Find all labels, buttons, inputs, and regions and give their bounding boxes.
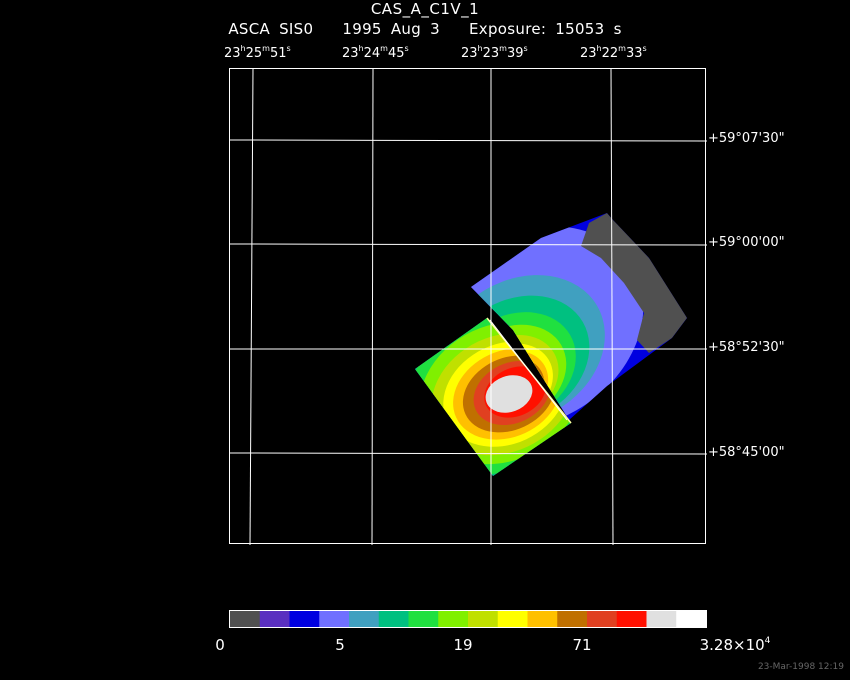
colorbar-label-0: 0: [215, 636, 225, 654]
colorbar-swatch: [289, 611, 320, 627]
colorbar-swatch: [587, 611, 618, 627]
instrument-label: ASCA SIS0: [228, 20, 314, 38]
coordinate-grid: [229, 68, 707, 545]
dec-label-1: +59°00'00": [708, 235, 785, 250]
ra-label-0: 23h25m51s: [224, 44, 291, 61]
dec-label-2: +58°52'30": [708, 340, 785, 355]
exposure-label: Exposure: 15053 s: [469, 20, 622, 38]
colorbar-label-1: 5: [335, 636, 345, 654]
colorbar-swatch: [676, 611, 707, 627]
timestamp-footer: 23-Mar-1998 12:19: [757, 662, 844, 672]
colorbar-swatch: [378, 611, 409, 627]
colorbar-swatch: [646, 611, 677, 627]
colorbar-swatch: [259, 611, 290, 627]
dec-label-3: +58°45'00": [708, 445, 785, 460]
colorbar-swatch: [230, 611, 261, 627]
colorbar-swatch: [468, 611, 499, 627]
colorbar-swatch: [438, 611, 469, 627]
colorbar-swatch: [349, 611, 380, 627]
chip-gap-line-inner: [489, 319, 568, 421]
ra-label-2: 23h23m39s: [461, 44, 528, 61]
colorbar-frame: [229, 610, 707, 628]
colorbar-swatch: [408, 611, 439, 627]
image-title: CAS_A_C1V_1: [370, 0, 480, 18]
colorbar-swatch: [527, 611, 558, 627]
colorbar-label-max: 3.28×104: [699, 636, 771, 654]
colorbar-swatch: [557, 611, 588, 627]
ra-label-1: 23h24m45s: [342, 44, 409, 61]
colorbar-label-2: 19: [453, 636, 473, 654]
colorbar-swatch: [497, 611, 528, 627]
dec-label-0: +59°07'30": [708, 131, 785, 146]
sky-image-plot: [229, 68, 707, 545]
date-label: 1995 Aug 3: [342, 20, 440, 38]
colorbar-label-3: 71: [572, 636, 592, 654]
ra-label-3: 23h22m33s: [580, 44, 647, 61]
colorbar-swatch: [319, 611, 350, 627]
observation-subtitle: ASCA SIS0 1995 Aug 3 Exposure: 15053 s: [0, 20, 850, 38]
intensity-colorbar: [229, 610, 707, 628]
colorbar-swatch: [616, 611, 647, 627]
